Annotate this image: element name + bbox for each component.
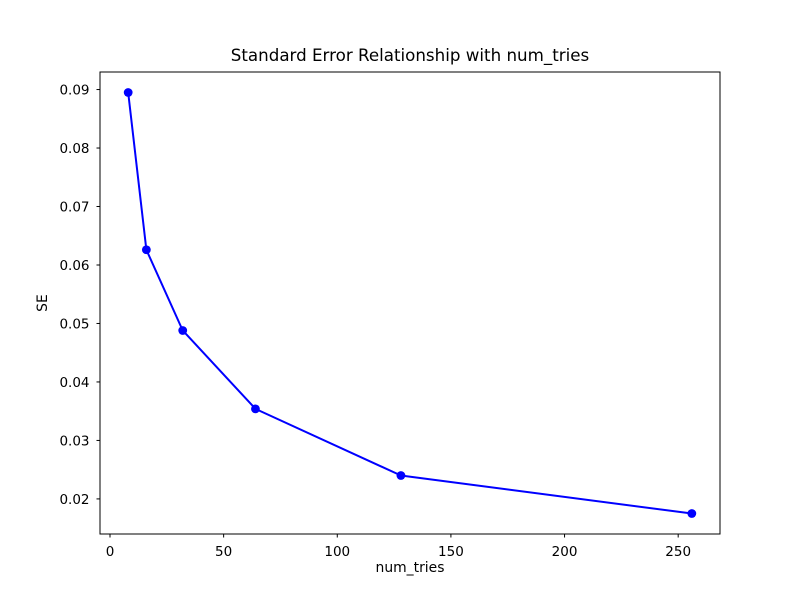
x-tick-label: 250	[665, 544, 691, 560]
y-tick-label: 0.07	[59, 199, 89, 215]
y-tick-label: 0.02	[59, 492, 89, 508]
x-tick-label: 100	[324, 544, 350, 560]
plot-area: 0 50 100 150 200 250 0.02 0.03 0.04 0.05 0.06 0.07 0…	[59, 82, 697, 560]
data-point	[141, 245, 151, 255]
data-point	[396, 471, 406, 480]
x-tick-label: 150	[438, 544, 464, 560]
data-point	[687, 509, 697, 518]
y-tick-label: 0.03	[59, 433, 89, 449]
chart-title: Standard Error Relationship with num_tri…	[231, 45, 589, 66]
x-tick-label: 0	[106, 544, 115, 560]
x-tick-label: 200	[552, 544, 578, 560]
plot-border	[99, 71, 721, 535]
y-tick-label: 0.04	[59, 375, 89, 391]
y-axis-label: SE	[35, 294, 51, 312]
y-tick-label: 0.08	[59, 141, 89, 157]
y-tick-label: 0.06	[59, 258, 89, 274]
data-point	[251, 404, 260, 414]
data-point	[123, 88, 133, 97]
y-tick-label: 0.09	[59, 82, 89, 98]
line-series	[127, 91, 693, 515]
y-tick-label: 0.05	[59, 316, 89, 332]
x-axis-label: num_tries	[376, 560, 445, 576]
x-tick-label: 50	[215, 544, 232, 560]
data-point	[178, 326, 188, 335]
